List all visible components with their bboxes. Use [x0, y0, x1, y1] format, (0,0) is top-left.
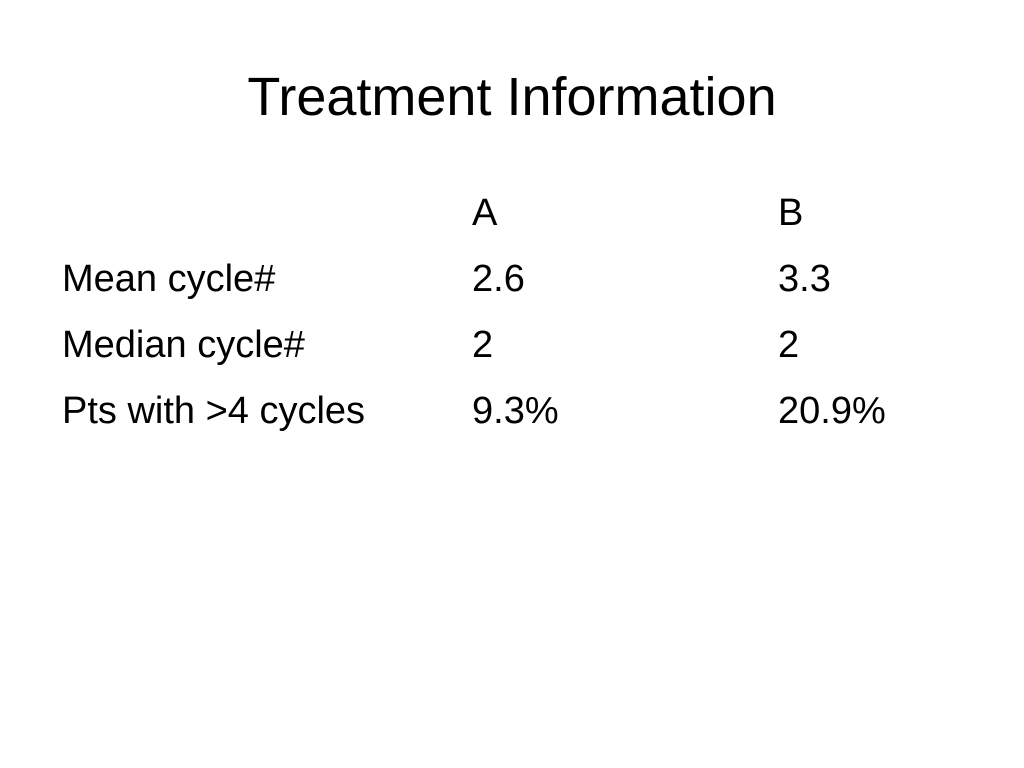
table-cell: 2	[778, 324, 800, 366]
column-header: B	[778, 192, 804, 234]
column-header: A	[472, 192, 498, 234]
table-cell: 20.9%	[778, 390, 886, 432]
table-cell: 3.3	[778, 258, 831, 300]
row-label: Median cycle#	[62, 324, 305, 366]
table-cell: 9.3%	[472, 390, 559, 432]
row-label: Mean cycle#	[62, 258, 276, 300]
table-cell: 2	[472, 324, 494, 366]
slide-title: Treatment Information	[247, 67, 777, 127]
row-label: Pts with >4 cycles	[62, 390, 366, 432]
table-cell: 2.6	[472, 258, 525, 300]
